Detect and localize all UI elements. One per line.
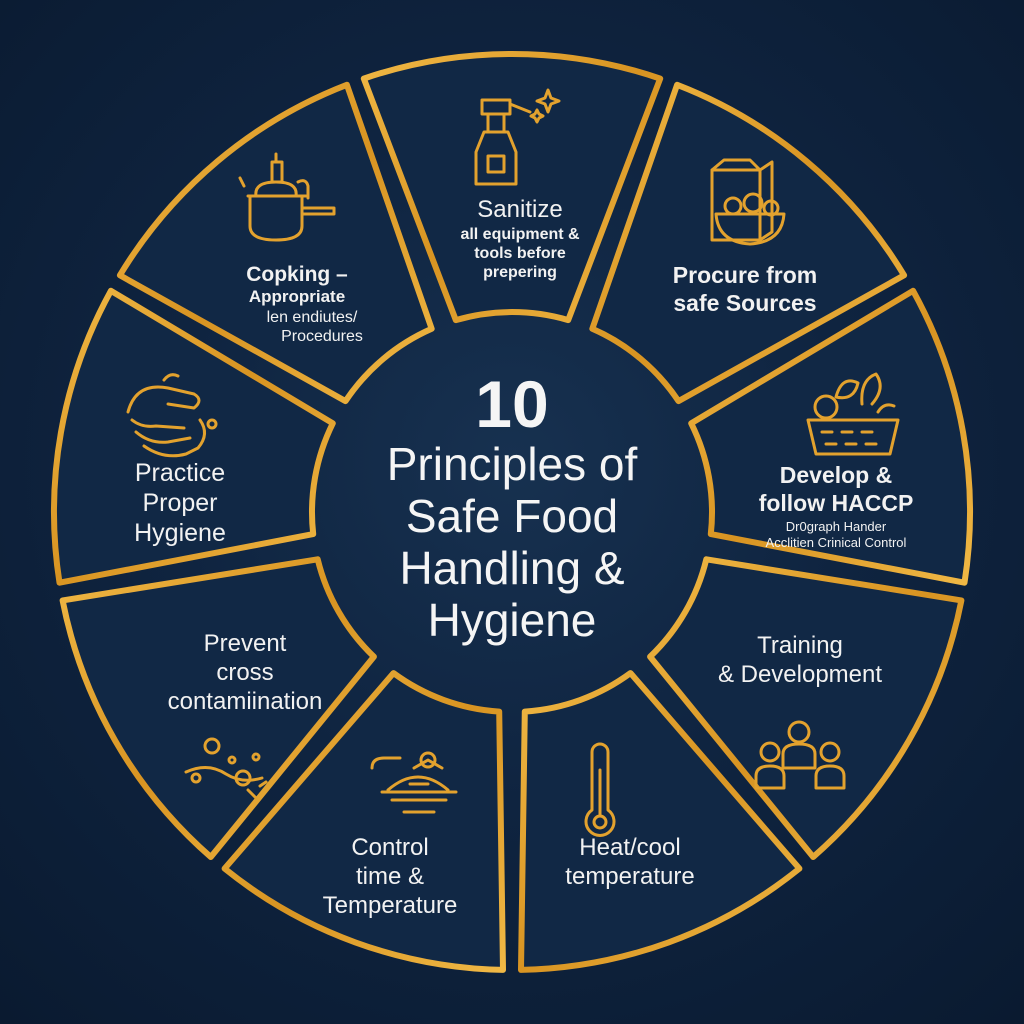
segment-line: Appropriate <box>248 287 346 307</box>
title-number: 10 <box>475 367 549 441</box>
segment-label-procure: Procure from safe Sources <box>640 262 850 317</box>
cooking-pot-icon <box>238 152 336 242</box>
timer-dish-icon <box>370 751 458 814</box>
segment-line: time & <box>355 862 424 890</box>
grocery-bag-icon <box>710 158 786 246</box>
segment-line: Proper <box>142 489 218 517</box>
segment-label-hygiene: Practice Proper Hygiene <box>90 458 270 548</box>
segment-line: tools before <box>474 244 566 262</box>
segment-control-time <box>221 670 506 973</box>
thermometer-icon <box>584 742 616 837</box>
segment-line: prepering <box>483 264 557 282</box>
segment-title: Copking – <box>246 263 348 286</box>
segment-subline: Dr0graph Hander <box>785 519 887 535</box>
segment-line: follow HACCP <box>758 489 914 516</box>
segment-heat-cool <box>518 670 803 973</box>
segment-title: Develop & <box>779 462 893 488</box>
hands-washing-icon <box>126 373 218 458</box>
segment-line: Temperature <box>322 891 458 919</box>
segment-label-cross-contamination: Prevent cross contamiination <box>150 630 340 716</box>
title-line-3: Handling & <box>399 542 625 595</box>
segment-line: safe Sources <box>673 289 817 316</box>
segment-cooking <box>116 81 435 405</box>
segment-line: contamiination <box>167 687 323 715</box>
segment-title: Sanitize <box>477 196 563 223</box>
segment-line: Hygiene <box>134 519 226 547</box>
center-title: 10 Principles of Safe Food Handling & Hy… <box>312 367 712 647</box>
segment-label-haccp: Develop & follow HACCP Dr0graph Hander A… <box>726 462 946 550</box>
segment-title: Control <box>351 834 429 861</box>
segment-label-control-time: Control time & Temperature <box>300 834 480 920</box>
segment-line: all equipment & <box>460 225 580 243</box>
segment-sanitize <box>360 51 664 324</box>
segment-title: Practice <box>134 459 226 487</box>
segment-label-cooking: Copking – Appropriate len endiutes/ Proc… <box>212 262 382 346</box>
segment-label-training: Training & Development <box>700 632 900 690</box>
segment-label-sanitize: Sanitize all equipment & tools before pr… <box>420 196 620 282</box>
segment-label-heat-cool: Heat/cool temperature <box>540 834 720 892</box>
title-line-2: Safe Food <box>405 490 619 543</box>
segment-line: & Development <box>717 660 883 688</box>
segment-subline: Acclitien Crinical Control <box>765 534 907 550</box>
title-line-4: Hygiene <box>427 594 597 647</box>
segment-title: Prevent <box>203 630 287 657</box>
segment-title: Training <box>757 632 843 659</box>
segment-title: Procure from <box>672 262 818 288</box>
segment-line: cross <box>216 658 274 686</box>
segment-cross-contamination <box>59 556 377 860</box>
team-people-icon <box>754 720 846 790</box>
spray-bottle-icon <box>474 88 561 186</box>
segment-line: len endiutes/ <box>266 308 358 326</box>
segment-hygiene <box>50 287 336 586</box>
segment-line: temperature <box>565 862 695 890</box>
segment-training <box>647 556 965 860</box>
germs-icon <box>184 737 268 800</box>
produce-basket-icon <box>806 372 900 456</box>
title-line-1: Principles of <box>386 438 638 491</box>
segment-line: Procedures <box>281 327 363 345</box>
segment-haccp <box>688 287 974 586</box>
segment-title: Heat/cool <box>579 834 681 861</box>
